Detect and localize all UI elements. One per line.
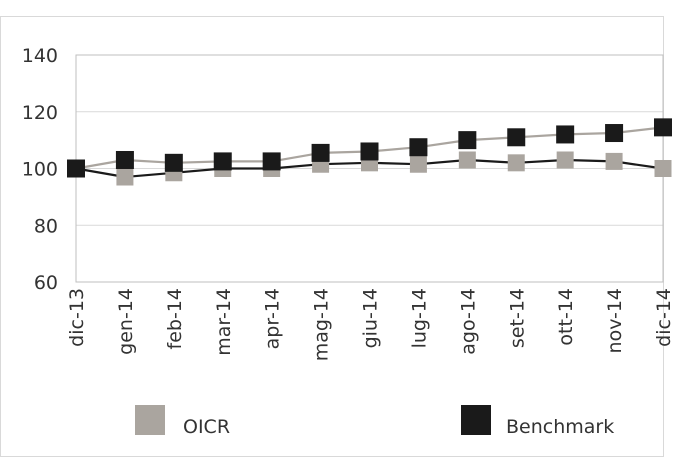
chart-border <box>0 16 664 457</box>
y-tick-label: 120 <box>22 102 58 124</box>
x-axis-tick-labels: dic-13 gen-14 feb-14 mar-14 apr-14 mag-14 giu-… <box>66 288 675 361</box>
y-tick-label: 100 <box>22 159 58 181</box>
marker-oicr <box>654 160 672 177</box>
x-tick-label: gen-14 <box>115 288 137 355</box>
legend-swatch-oicr <box>135 405 165 435</box>
marker-benchmark <box>556 125 575 144</box>
marker-benchmark <box>213 152 232 171</box>
y-tick-label: 60 <box>34 272 58 294</box>
series-markers <box>67 118 672 186</box>
marker-oicr <box>605 152 623 170</box>
x-tick-label: lug-14 <box>408 288 430 348</box>
marker-benchmark <box>409 138 428 157</box>
legend-swatch-benchmark <box>461 405 491 435</box>
y-axis-tick-labels: 60 80 100 120 140 <box>22 45 58 294</box>
marker-oicr <box>458 151 476 169</box>
x-tick-label: giu-14 <box>360 288 382 348</box>
marker-benchmark <box>115 150 134 169</box>
legend-label-oicr: OICR <box>183 416 230 438</box>
marker-oicr <box>116 168 134 186</box>
x-tick-label: apr-14 <box>262 288 284 349</box>
marker-benchmark <box>311 143 330 162</box>
marker-benchmark <box>164 153 183 172</box>
x-tick-label: set-14 <box>506 288 528 348</box>
x-tick-label: dic-14 <box>653 288 675 347</box>
marker-benchmark <box>360 142 379 161</box>
x-tick-label: nov-14 <box>604 288 626 353</box>
marker-benchmark <box>605 124 624 143</box>
legend: OICR Benchmark <box>135 405 614 438</box>
x-tick-label: ago-14 <box>457 288 479 355</box>
marker-benchmark <box>262 152 281 171</box>
x-tick-label: feb-14 <box>164 288 186 349</box>
marker-oicr <box>507 154 525 172</box>
y-tick-label: 80 <box>34 215 58 237</box>
x-tick-label: dic-13 <box>66 288 88 347</box>
marker-benchmark <box>67 159 85 178</box>
marker-oicr <box>409 155 427 173</box>
marker-benchmark <box>458 131 477 150</box>
marker-benchmark <box>654 118 672 137</box>
x-tick-label: mag-14 <box>311 288 333 361</box>
y-tick-label: 140 <box>22 45 58 67</box>
marker-oicr <box>556 151 574 169</box>
legend-label-benchmark: Benchmark <box>506 416 614 438</box>
x-tick-label: mar-14 <box>213 288 235 356</box>
marker-benchmark <box>507 128 526 147</box>
x-tick-label: ott-14 <box>555 288 577 346</box>
